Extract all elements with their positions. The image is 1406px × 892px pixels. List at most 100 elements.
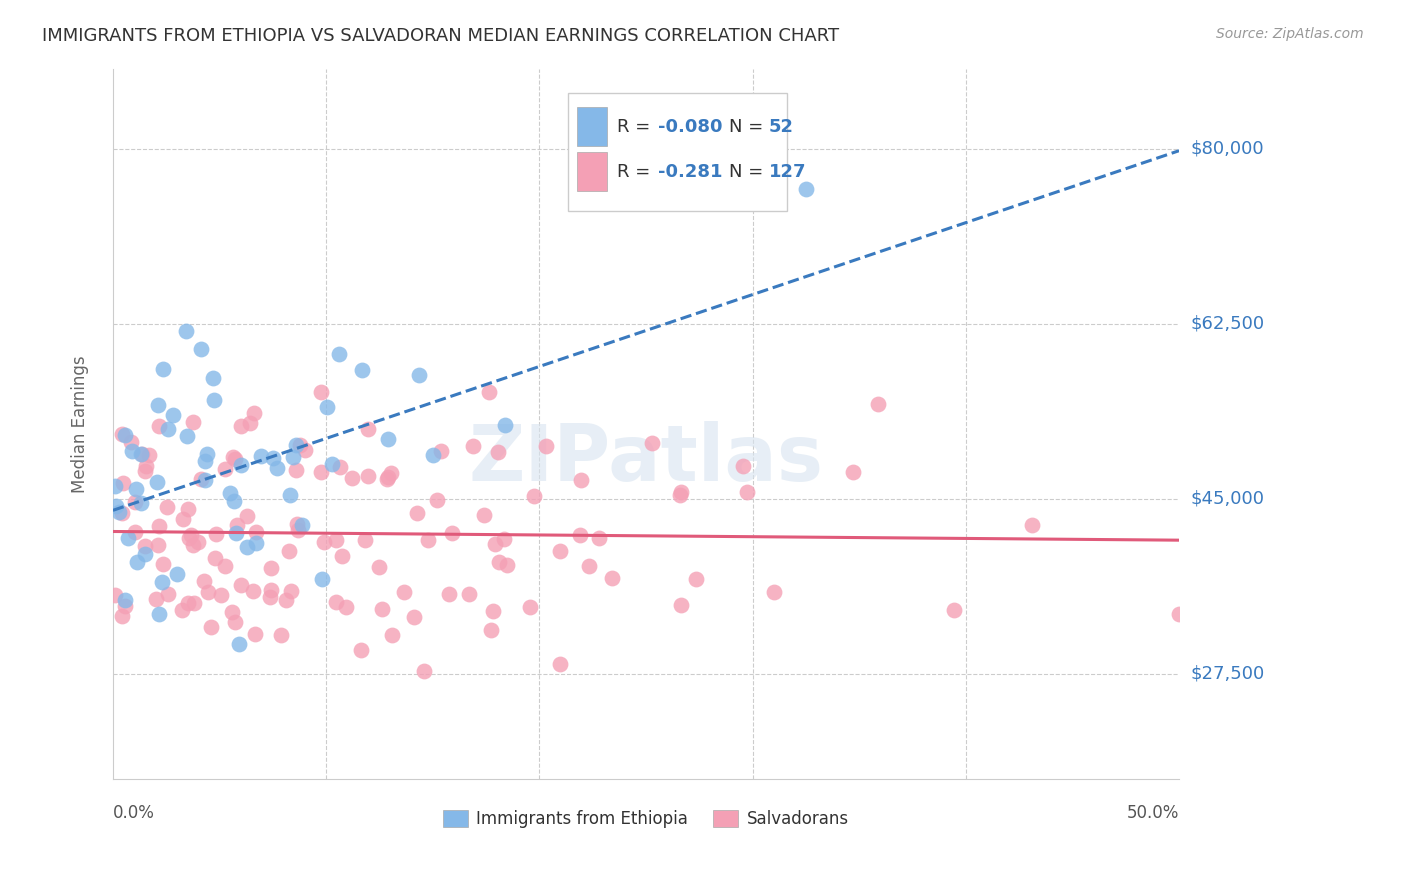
Point (735, 484, 758, 499)
Point (402, 610, 425, 624)
Point (205, 526, 228, 541)
Point (350, 363, 373, 377)
Point (157, 422, 180, 436)
Point (243, 627, 266, 641)
Point (134, 547, 156, 561)
Point (194, 454, 217, 468)
Point (381, 628, 404, 642)
Point (311, 384, 333, 399)
Text: R =: R = (617, 118, 657, 136)
Point (260, 560, 283, 574)
Point (569, 473, 592, 487)
Point (1021, 517, 1043, 532)
Point (224, 494, 246, 508)
Point (669, 488, 692, 502)
Point (193, 574, 215, 588)
Point (260, 583, 283, 598)
Point (172, 602, 194, 616)
Point (671, 598, 693, 612)
Point (481, 604, 503, 618)
Point (209, 588, 232, 602)
Text: ZIPatlas: ZIPatlas (468, 421, 824, 497)
Point (197, 584, 219, 599)
FancyBboxPatch shape (568, 94, 787, 211)
Point (569, 528, 592, 542)
Point (496, 558, 519, 572)
Point (135, 458, 157, 473)
Text: Source: ZipAtlas.com: Source: ZipAtlas.com (1216, 27, 1364, 41)
Point (371, 601, 394, 615)
Point (249, 449, 271, 463)
Point (259, 591, 281, 605)
Point (201, 371, 224, 385)
Point (278, 488, 301, 502)
Point (224, 615, 246, 629)
Point (146, 398, 169, 412)
Text: R =: R = (617, 162, 657, 180)
Point (214, 462, 236, 476)
Text: $45,000: $45,000 (1191, 490, 1264, 508)
Point (312, 534, 335, 549)
Point (124, 525, 146, 540)
Point (266, 461, 288, 475)
Point (156, 500, 179, 515)
Point (335, 599, 357, 614)
Point (195, 447, 218, 461)
Point (104, 499, 127, 513)
Point (117, 532, 139, 546)
Point (416, 533, 439, 548)
Point (181, 538, 204, 552)
Point (311, 466, 333, 480)
Point (287, 523, 309, 537)
Point (162, 409, 184, 423)
Point (120, 435, 142, 450)
Point (111, 475, 134, 490)
Point (842, 466, 865, 480)
Point (180, 528, 202, 542)
Point (177, 596, 200, 610)
Point (190, 473, 212, 487)
Point (200, 620, 222, 634)
Point (288, 438, 311, 452)
Point (522, 490, 544, 504)
Point (943, 603, 966, 617)
Point (243, 406, 266, 420)
Text: N =: N = (730, 162, 769, 180)
Point (146, 475, 169, 489)
Point (600, 571, 623, 585)
Point (231, 419, 253, 434)
Point (426, 492, 449, 507)
Point (406, 506, 429, 520)
Point (231, 578, 253, 592)
Text: IMMIGRANTS FROM ETHIOPIA VS SALVADORAN MEDIAN EARNINGS CORRELATION CHART: IMMIGRANTS FROM ETHIOPIA VS SALVADORAN M… (42, 27, 839, 45)
Point (236, 540, 259, 554)
Point (479, 624, 502, 638)
Point (221, 606, 243, 620)
Y-axis label: Median Earnings: Median Earnings (72, 355, 89, 492)
Point (134, 540, 156, 554)
Point (202, 392, 225, 407)
Text: $62,500: $62,500 (1191, 315, 1264, 333)
Point (548, 544, 571, 558)
Point (148, 519, 170, 533)
Point (129, 447, 152, 461)
Point (458, 587, 481, 601)
Point (172, 512, 194, 526)
Point (868, 397, 890, 411)
Point (111, 426, 134, 441)
Point (239, 416, 262, 430)
Point (228, 637, 250, 651)
Point (534, 439, 557, 453)
Point (231, 458, 253, 472)
Point (588, 532, 610, 546)
Text: 127: 127 (769, 162, 806, 180)
Point (219, 486, 242, 500)
Point (357, 468, 380, 483)
Point (325, 533, 347, 547)
Point (377, 432, 399, 446)
Point (342, 471, 364, 485)
Point (276, 593, 298, 607)
Point (762, 584, 785, 599)
Point (332, 549, 354, 564)
Point (484, 537, 506, 551)
